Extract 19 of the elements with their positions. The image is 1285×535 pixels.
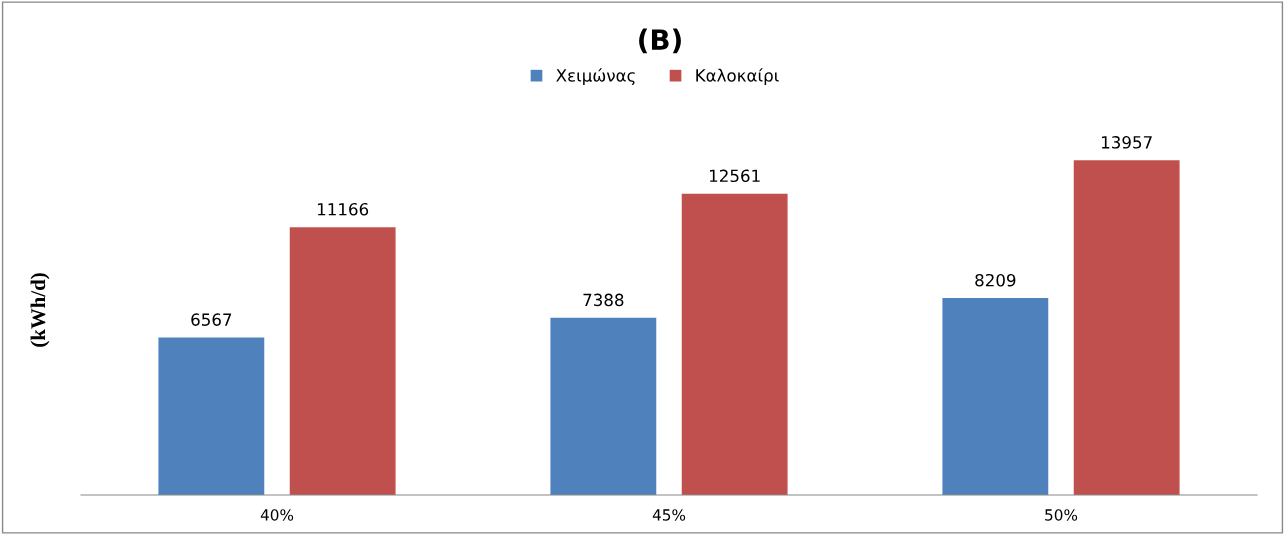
legend-label: Καλοκαίρι xyxy=(696,68,779,85)
bar xyxy=(550,317,657,495)
y-axis-title: (kWh/d) xyxy=(30,273,50,347)
data-label: 7388 xyxy=(583,293,624,307)
x-tick-label: 45% xyxy=(652,509,686,521)
x-tick-label: 50% xyxy=(1045,509,1078,521)
bar xyxy=(942,298,1049,495)
bar xyxy=(289,227,396,495)
bar xyxy=(681,193,788,495)
x-tick-label: 40% xyxy=(260,509,294,521)
data-label: 11166 xyxy=(317,202,369,216)
bar xyxy=(1073,160,1180,495)
data-label: 13957 xyxy=(1101,136,1152,149)
data-label: 8209 xyxy=(975,273,1016,287)
legend-label: Χειμώνας xyxy=(556,68,635,85)
chart-title: (B) xyxy=(639,28,681,54)
data-label: 12561 xyxy=(709,169,760,183)
bar xyxy=(158,337,265,495)
data-label: 6567 xyxy=(191,313,232,326)
